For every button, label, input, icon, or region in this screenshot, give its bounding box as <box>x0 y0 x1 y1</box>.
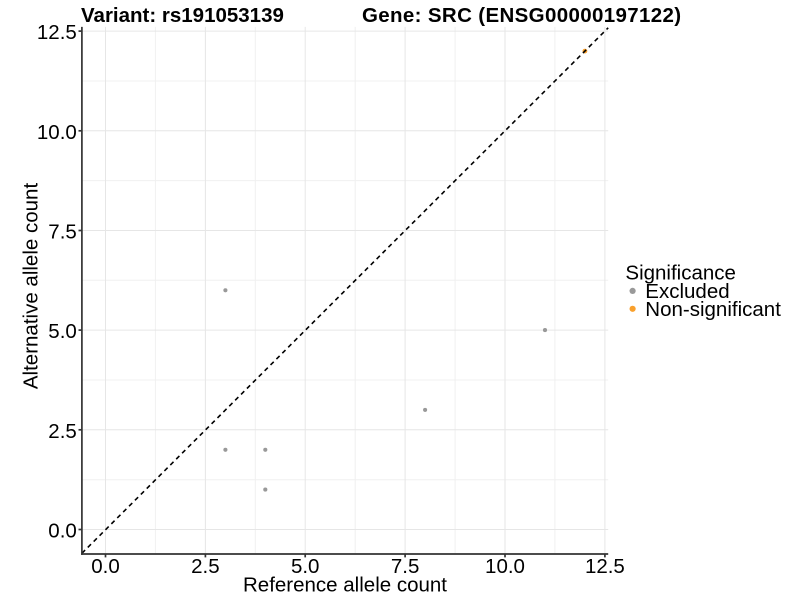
svg-text:Reference allele count: Reference allele count <box>243 574 447 597</box>
svg-text:10.0: 10.0 <box>485 555 525 578</box>
svg-text:5.0: 5.0 <box>48 320 77 343</box>
svg-text:0.0: 0.0 <box>48 520 77 543</box>
svg-text:7.5: 7.5 <box>391 555 420 578</box>
svg-text:10.0: 10.0 <box>37 121 77 144</box>
svg-text:Non-significant: Non-significant <box>645 298 781 321</box>
svg-text:5.0: 5.0 <box>291 555 320 578</box>
svg-text:Significance: Significance <box>625 261 736 284</box>
svg-text:12.5: 12.5 <box>37 21 77 44</box>
svg-text:Gene: SRC (ENSG00000197122): Gene: SRC (ENSG00000197122) <box>362 4 681 27</box>
svg-text:Excluded: Excluded <box>645 280 729 303</box>
svg-text:2.5: 2.5 <box>191 555 220 578</box>
svg-text:7.5: 7.5 <box>48 221 77 244</box>
svg-text:12.5: 12.5 <box>585 555 625 578</box>
svg-text:2.5: 2.5 <box>48 420 77 443</box>
svg-text:0.0: 0.0 <box>91 555 120 578</box>
svg-text:Variant: rs191053139: Variant: rs191053139 <box>81 4 284 27</box>
svg-text:Alternative allele count: Alternative allele count <box>19 183 42 390</box>
